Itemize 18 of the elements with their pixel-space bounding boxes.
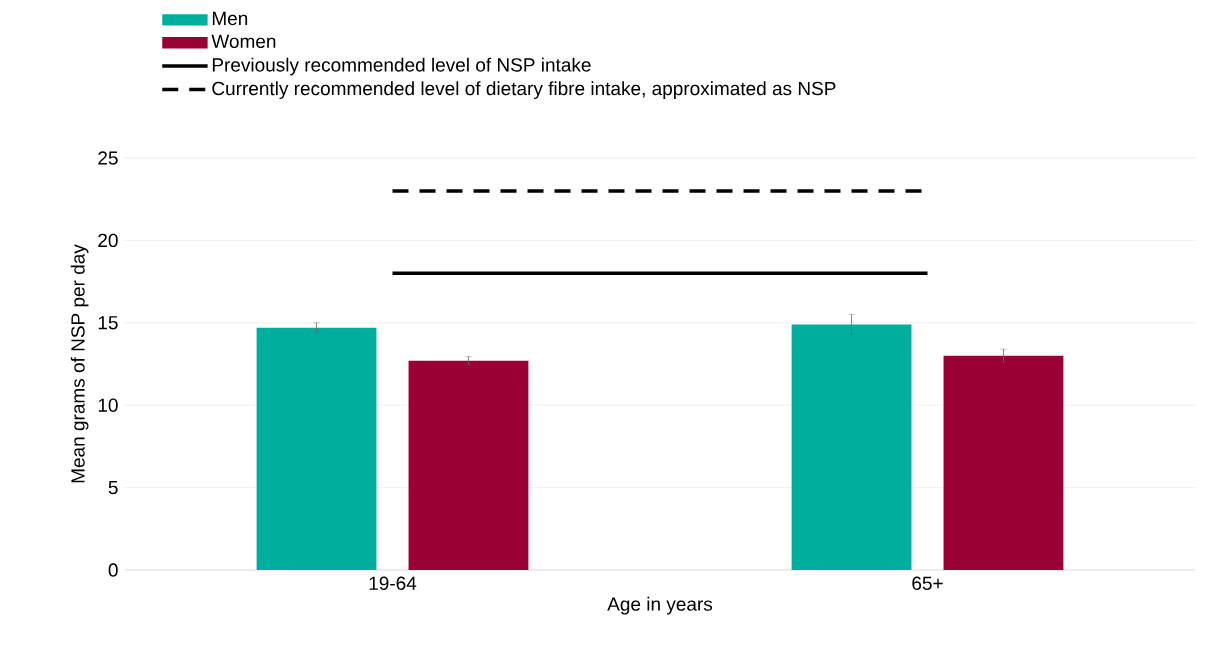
- y-tick-label: 15: [98, 316, 118, 330]
- y-axis-title: Mean grams of NSP per day: [70, 244, 89, 483]
- bar: [256, 327, 377, 570]
- bar: [408, 360, 529, 570]
- x-tick-label: 19-64: [369, 576, 417, 590]
- y-tick-label: 5: [108, 480, 118, 495]
- bar: [943, 355, 1064, 570]
- legend-label: Currently recommended level of dietary fibre intake, approximated as NSP: [212, 81, 836, 99]
- x-axis-title: Age in years: [607, 596, 713, 615]
- legend-label: Women: [211, 34, 276, 49]
- x-tick-label: 65+: [912, 576, 943, 590]
- legend-label: Previously recommended level of NSP intake: [212, 57, 591, 76]
- y-tick-label: 20: [98, 233, 118, 248]
- y-tick-label: 25: [98, 151, 118, 165]
- bar: [791, 324, 912, 570]
- legend-label: Men: [212, 11, 248, 26]
- y-tick-label: 0: [108, 563, 118, 577]
- y-tick-label: 10: [98, 398, 118, 412]
